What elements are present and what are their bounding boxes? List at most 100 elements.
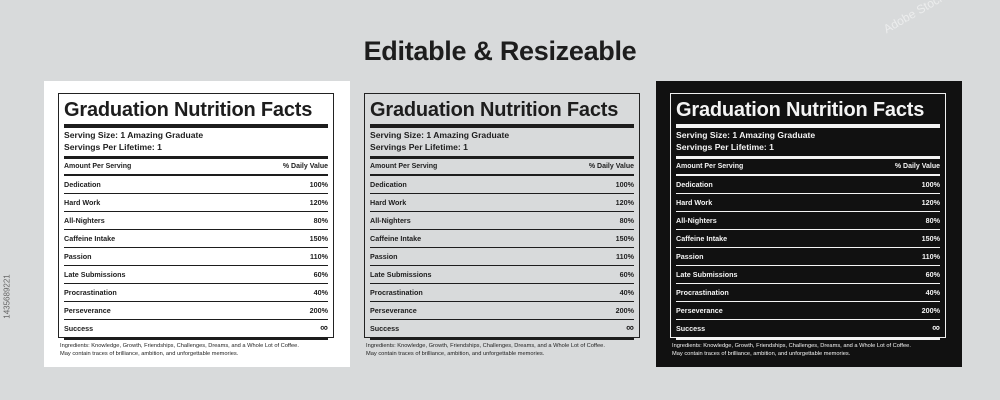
daily-value-header: % Daily Value [894, 163, 940, 170]
nutrient-name: All-Nighters [64, 216, 105, 225]
table-row: Success ∞ [64, 319, 328, 337]
nutrient-value: 200% [921, 306, 940, 315]
table-row: Caffeine Intake 150% [676, 229, 940, 247]
nutrient-name: Hard Work [64, 198, 101, 207]
nutrient-name: Perseverance [64, 306, 111, 315]
medium-rule [676, 156, 940, 159]
ingredients-line: Ingredients: Knowledge, Growth, Friendsh… [60, 343, 299, 349]
nutrient-value: 120% [921, 198, 940, 207]
medium-rule [370, 156, 634, 159]
watermark-text: Adobe Stock [881, 0, 947, 37]
table-row: Caffeine Intake 150% [370, 229, 634, 247]
nutrient-name: All-Nighters [676, 216, 717, 225]
ingredients: Ingredients: Knowledge, Growth, Friendsh… [366, 342, 648, 358]
thick-rule [370, 124, 634, 128]
nutrient-name: Late Submissions [676, 270, 738, 279]
label-panel-white: Graduation Nutrition Facts Serving Size:… [44, 81, 350, 367]
stock-id: 1435689221 [2, 274, 12, 319]
serving-size: Serving Size: 1 Amazing Graduate [370, 130, 510, 140]
nutrient-name: Dedication [64, 180, 101, 189]
nutrient-value: 200% [615, 306, 634, 315]
nutrient-value: 60% [925, 270, 940, 279]
ingredients-line: Ingredients: Knowledge, Growth, Friendsh… [366, 343, 605, 349]
nutrient-value: 150% [615, 234, 634, 243]
table-row: Hard Work 120% [64, 193, 328, 211]
nutrition-label: Graduation Nutrition Facts Serving Size:… [670, 93, 946, 340]
nutrient-name: Hard Work [370, 198, 407, 207]
table-row: Procrastination 40% [676, 283, 940, 301]
nutrient-name: Passion [676, 252, 704, 261]
nutrient-value: 40% [619, 288, 634, 297]
daily-value-header: % Daily Value [588, 163, 634, 170]
nutrient-value: 100% [309, 180, 328, 189]
nutrient-value: 120% [615, 198, 634, 207]
nutrient-value: 110% [616, 252, 634, 261]
nutrient-value: 40% [313, 288, 328, 297]
page-title: Editable & Resizeable [363, 36, 637, 66]
bottom-rule [370, 337, 634, 340]
ingredients-line: May contain traces of brilliance, ambiti… [672, 351, 851, 357]
table-row: Hard Work 120% [370, 193, 634, 211]
daily-value-header: % Daily Value [282, 163, 328, 170]
nutrient-name: Success [370, 324, 400, 333]
nutrient-value: ∞ [932, 322, 940, 334]
nutrient-name: Dedication [370, 180, 407, 189]
nutrient-value: ∞ [320, 322, 328, 334]
table-row: Dedication 100% [370, 174, 634, 193]
nutrient-value: 60% [619, 270, 634, 279]
amount-header: Amount Per Serving [64, 163, 132, 170]
nutrient-value: 120% [309, 198, 328, 207]
label-title: Graduation Nutrition Facts [676, 99, 925, 121]
nutrient-name: All-Nighters [370, 216, 411, 225]
bottom-rule [676, 337, 940, 340]
servings-per-lifetime: Servings Per Lifetime: 1 [676, 142, 774, 152]
nutrition-label: Graduation Nutrition Facts Serving Size:… [364, 93, 640, 340]
nutrient-name: Procrastination [64, 288, 117, 297]
nutrient-value: 40% [925, 288, 940, 297]
table-row: Hard Work 120% [676, 193, 940, 211]
table-row: Late Submissions 60% [370, 265, 634, 283]
medium-rule [64, 156, 328, 159]
nutrient-value: 110% [310, 252, 328, 261]
amount-header: Amount Per Serving [676, 163, 744, 170]
table-row: Late Submissions 60% [676, 265, 940, 283]
ingredients: Ingredients: Knowledge, Growth, Friendsh… [60, 342, 342, 358]
ingredients-line: May contain traces of brilliance, ambiti… [60, 351, 239, 357]
label-panel-black: Graduation Nutrition Facts Serving Size:… [656, 81, 962, 367]
table-row: Perseverance 200% [370, 301, 634, 319]
nutrient-value: 150% [309, 234, 328, 243]
nutrient-value: 110% [922, 252, 940, 261]
table-row: Dedication 100% [64, 174, 328, 193]
amount-header: Amount Per Serving [370, 163, 438, 170]
table-header: Amount Per Serving % Daily Value [370, 159, 634, 174]
nutrient-name: Success [64, 324, 94, 333]
label-panel-gray: Graduation Nutrition Facts Serving Size:… [350, 81, 656, 367]
table-row: Passion 110% [370, 247, 634, 265]
nutrient-name: Procrastination [676, 288, 729, 297]
nutrient-name: Caffeine Intake [370, 234, 422, 243]
nutrient-value: 80% [925, 216, 940, 225]
nutrient-name: Hard Work [676, 198, 713, 207]
nutrition-label: Graduation Nutrition Facts Serving Size:… [58, 93, 334, 340]
nutrient-name: Late Submissions [370, 270, 432, 279]
label-title: Graduation Nutrition Facts [64, 99, 313, 121]
nutrient-name: Dedication [676, 180, 713, 189]
nutrient-name: Caffeine Intake [676, 234, 728, 243]
table-row: Perseverance 200% [676, 301, 940, 319]
nutrient-name: Passion [64, 252, 92, 261]
servings-per-lifetime: Servings Per Lifetime: 1 [370, 142, 468, 152]
ingredients-line: May contain traces of brilliance, ambiti… [366, 351, 545, 357]
serving-size: Serving Size: 1 Amazing Graduate [676, 130, 816, 140]
nutrient-name: Caffeine Intake [64, 234, 116, 243]
serving-size: Serving Size: 1 Amazing Graduate [64, 130, 204, 140]
nutrient-value: 60% [313, 270, 328, 279]
table-row: Caffeine Intake 150% [64, 229, 328, 247]
table-row: Passion 110% [64, 247, 328, 265]
nutrient-value: ∞ [626, 322, 634, 334]
table-row: All-Nighters 80% [676, 211, 940, 229]
table-row: Success ∞ [676, 319, 940, 337]
nutrient-value: 150% [921, 234, 940, 243]
nutrient-name: Perseverance [676, 306, 723, 315]
label-title: Graduation Nutrition Facts [370, 99, 619, 121]
bottom-rule [64, 337, 328, 340]
